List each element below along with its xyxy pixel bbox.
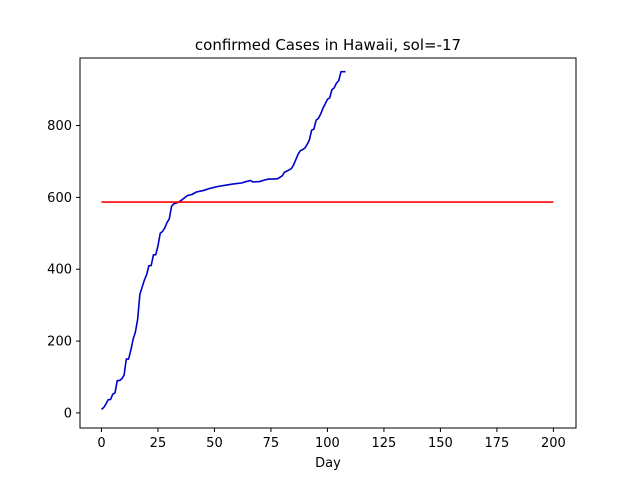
series-line-0	[100, 70, 346, 410]
y-tick-label: 200	[47, 335, 72, 350]
x-tick-label: 100	[315, 436, 340, 451]
x-axis-label: Day	[315, 456, 341, 471]
x-tick-label: 200	[541, 436, 566, 451]
series-layer	[100, 70, 554, 410]
x-axis: 0 25 50 75 100 125 150 175 200	[97, 428, 566, 451]
y-axis: 0 200 400 600 800	[47, 119, 80, 421]
x-tick-label: 50	[206, 436, 223, 451]
y-tick-label: 800	[47, 119, 72, 134]
x-tick-label: 175	[484, 436, 509, 451]
x-tick-label: 75	[263, 436, 280, 451]
chart-title: confirmed Cases in Hawaii, sol=-17	[195, 36, 461, 54]
x-tick-label: 0	[97, 436, 105, 451]
x-tick-label: 125	[372, 436, 397, 451]
plot-frame	[79, 57, 577, 429]
y-tick-label: 0	[64, 406, 72, 421]
x-tick-label: 25	[150, 436, 167, 451]
x-tick-label: 150	[428, 436, 453, 451]
y-tick-label: 400	[47, 263, 72, 278]
y-tick-label: 600	[47, 191, 72, 206]
